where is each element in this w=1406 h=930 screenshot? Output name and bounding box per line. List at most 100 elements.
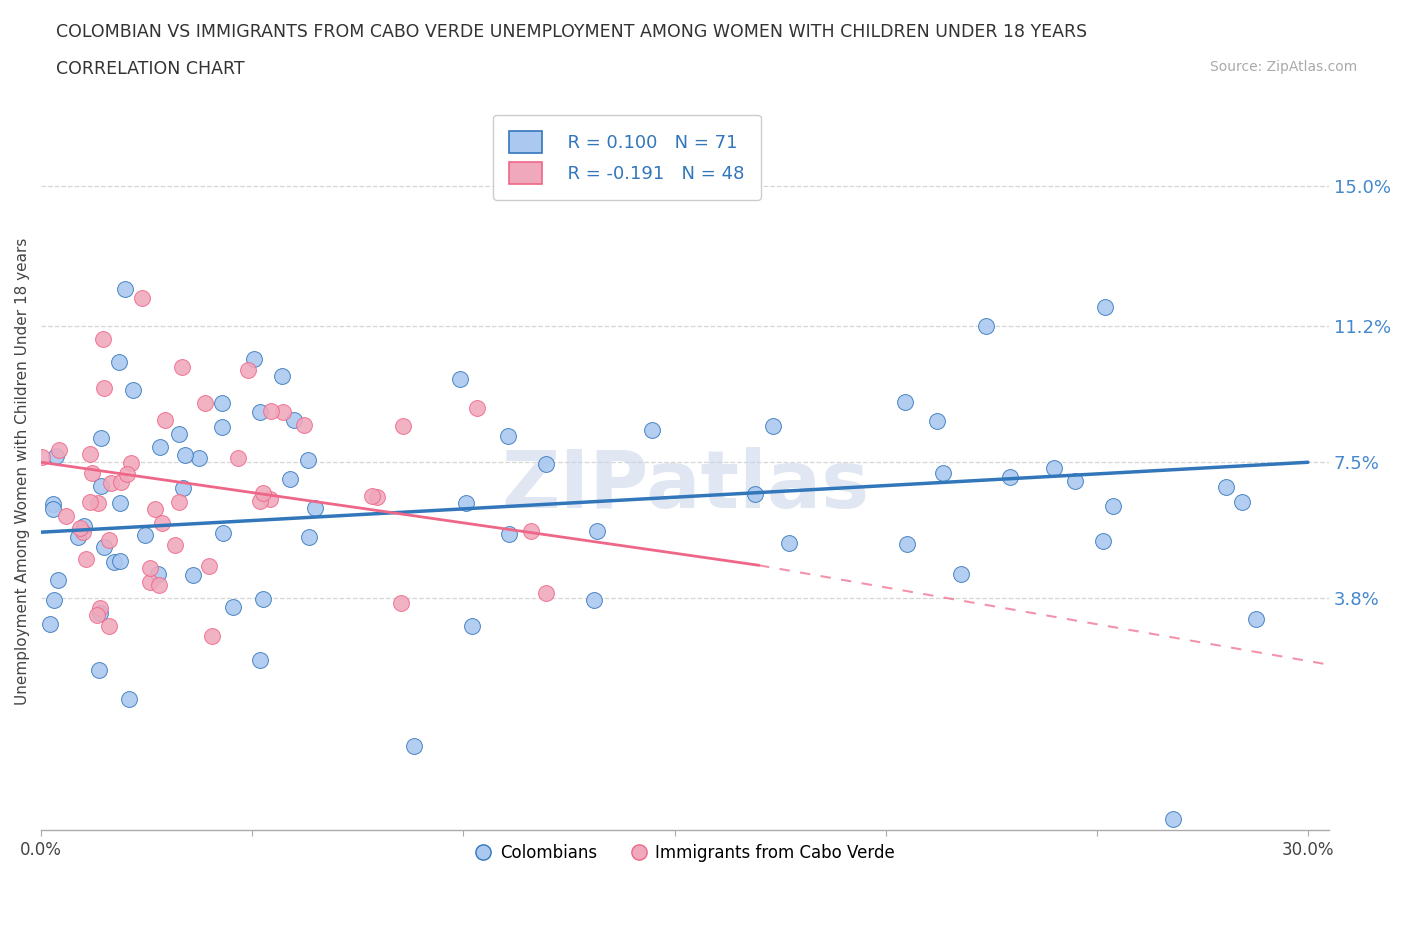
Point [211, 419, 233, 434]
Point [744, 486, 766, 501]
Point [1064, 473, 1087, 488]
Point [79, 495, 101, 510]
Point [1230, 495, 1253, 510]
Point [93, 381, 115, 396]
Point [66, 529, 89, 544]
Point [212, 525, 235, 540]
Point [80, 465, 103, 480]
Point [46, 572, 69, 587]
Point [520, 524, 543, 538]
Point [201, 628, 224, 643]
Point [139, 575, 162, 590]
Point [1215, 479, 1237, 494]
Point [194, 395, 217, 410]
Point [582, 593, 605, 608]
Point [1000, 470, 1022, 485]
Point [131, 291, 153, 306]
Point [278, 472, 301, 486]
Point [228, 451, 250, 466]
Point [138, 561, 160, 576]
Point [87, 496, 110, 511]
Point [366, 489, 388, 504]
Point [249, 653, 271, 668]
Legend: Colombians, Immigrants from Cabo Verde: Colombians, Immigrants from Cabo Verde [468, 837, 901, 869]
Point [165, 538, 187, 552]
Point [45, 448, 67, 463]
Point [108, 554, 131, 569]
Point [260, 404, 283, 418]
Point [271, 405, 294, 419]
Point [31, 449, 53, 464]
Point [465, 400, 488, 415]
Point [91, 331, 114, 346]
Point [146, 566, 169, 581]
Point [536, 585, 558, 600]
Point [72, 525, 94, 539]
Point [42, 497, 65, 512]
Point [249, 493, 271, 508]
Point [222, 600, 245, 615]
Point [150, 516, 173, 531]
Point [42, 592, 65, 607]
Point [69, 520, 91, 535]
Point [1094, 299, 1116, 314]
Point [389, 595, 412, 610]
Point [172, 480, 194, 495]
Point [249, 405, 271, 419]
Point [42, 501, 65, 516]
Point [449, 371, 471, 386]
Point [271, 368, 294, 383]
Point [110, 475, 132, 490]
Point [79, 447, 101, 462]
Point [169, 426, 191, 441]
Point [172, 360, 194, 375]
Text: COLOMBIAN VS IMMIGRANTS FROM CABO VERDE UNEMPLOYMENT AMONG WOMEN WITH CHILDREN U: COLOMBIAN VS IMMIGRANTS FROM CABO VERDE … [56, 23, 1087, 41]
Point [118, 692, 141, 707]
Point [762, 418, 785, 433]
Point [134, 527, 156, 542]
Point [586, 524, 609, 538]
Point [496, 429, 519, 444]
Point [498, 526, 520, 541]
Point [292, 418, 315, 432]
Point [90, 431, 112, 445]
Y-axis label: Unemployment Among Women with Children Under 18 years: Unemployment Among Women with Children U… [15, 238, 30, 705]
Point [894, 394, 917, 409]
Point [211, 395, 233, 410]
Point [297, 453, 319, 468]
Point [120, 456, 142, 471]
Point [121, 382, 143, 397]
Point [402, 738, 425, 753]
Point [114, 282, 136, 297]
Point [283, 413, 305, 428]
Point [148, 578, 170, 592]
Point [197, 559, 219, 574]
Point [97, 618, 120, 633]
Text: ZIPatlas: ZIPatlas [501, 446, 869, 525]
Point [298, 529, 321, 544]
Point [1092, 534, 1115, 549]
Point [927, 414, 949, 429]
Point [153, 412, 176, 427]
Point [252, 592, 274, 607]
Point [76, 551, 98, 566]
Text: CORRELATION CHART: CORRELATION CHART [56, 60, 245, 78]
Point [304, 500, 326, 515]
Point [1161, 812, 1184, 827]
Text: Source: ZipAtlas.com: Source: ZipAtlas.com [1209, 60, 1357, 74]
Point [86, 607, 108, 622]
Point [173, 447, 195, 462]
Point [38, 617, 60, 631]
Point [259, 491, 281, 506]
Point [361, 489, 384, 504]
Point [87, 663, 110, 678]
Point [55, 509, 77, 524]
Point [641, 422, 664, 437]
Point [236, 363, 259, 378]
Point [143, 501, 166, 516]
Point [100, 475, 122, 490]
Point [454, 496, 477, 511]
Point [950, 566, 973, 581]
Point [534, 457, 557, 472]
Point [167, 495, 190, 510]
